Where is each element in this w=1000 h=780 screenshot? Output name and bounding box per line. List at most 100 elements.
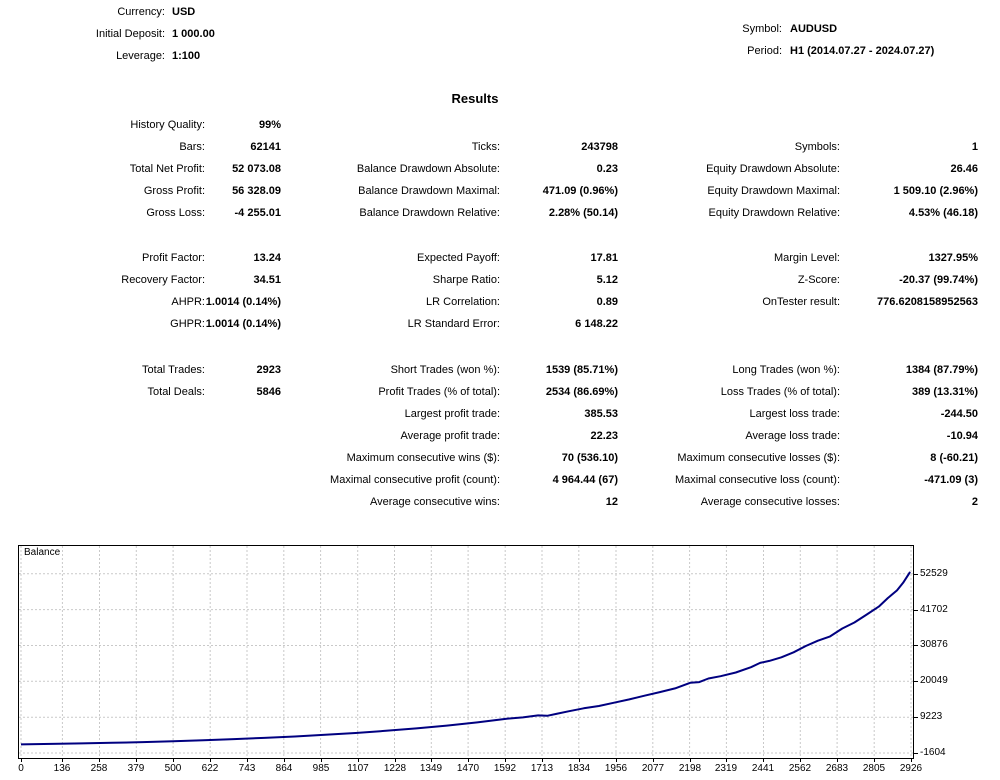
x-axis-label: 379 [127, 763, 145, 774]
stat-label: GHPR: [170, 318, 205, 330]
x-axis-label: 258 [90, 763, 108, 774]
stats-row: Average consecutive wins: 12 Average conse… [0, 491, 1000, 513]
x-axis-label: 136 [53, 763, 71, 774]
stats-row: Total Trades: 2923 Short Trades (won %): 15… [0, 359, 1000, 381]
x-tick [653, 759, 654, 762]
stat-value: 389 (13.31%) [911, 386, 978, 398]
stat-value: 0.89 [596, 296, 618, 308]
currency-label: Currency: [117, 6, 165, 18]
stats-row: Gross Profit: 56 328.09 Balance Drawdown M… [0, 180, 1000, 202]
x-tick [874, 759, 875, 762]
stat-label: Average loss trade: [745, 430, 840, 442]
x-axis-label: 1713 [530, 763, 554, 774]
stat-value: 4.53% (46.18) [908, 207, 978, 219]
stat-label: Maximal consecutive profit (count): [330, 474, 500, 486]
stats-row: Gross Loss: -4 255.01 Balance Drawdown Rel… [0, 202, 1000, 224]
x-tick [173, 759, 174, 762]
stat-value: 2534 (86.69%) [545, 386, 618, 398]
x-tick [210, 759, 211, 762]
stat-label: LR Correlation: [426, 296, 500, 308]
stats-row: AHPR: 1.0014 (0.14%) LR Correlation: 0.89 On… [0, 291, 1000, 313]
stat-value: 2.28% (50.14) [548, 207, 618, 219]
stat-label: Profit Factor: [142, 252, 205, 264]
stats-row: Bars: 62141 Ticks: 243798 Symbols: 1 [0, 136, 1000, 158]
x-tick [542, 759, 543, 762]
stat-value: 13.24 [253, 252, 281, 264]
stat-label: Gross Profit: [143, 185, 205, 197]
stat-value: 5.12 [596, 274, 618, 286]
stat-label: Margin Level: [773, 252, 840, 264]
leverage-label: Leverage: [116, 50, 165, 62]
stat-value: -10.94 [946, 430, 978, 442]
stat-value: 4 964.44 (67) [552, 474, 618, 486]
currency-row: Currency: USD [0, 5, 1000, 19]
stat-value: 1.0014 (0.14%) [205, 318, 281, 330]
x-axis-label: 2198 [678, 763, 702, 774]
stat-label: AHPR: [171, 296, 205, 308]
stats-row: Total Net Profit: 52 073.08 Balance Drawdo… [0, 158, 1000, 180]
stat-label: Total Trades: [142, 364, 205, 376]
stat-label: LR Standard Error: [407, 318, 500, 330]
stat-label: OnTester result: [762, 296, 840, 308]
initial-deposit-row: Initial Deposit: 1 000.00 [0, 27, 1000, 41]
chart-title: Balance [22, 547, 63, 558]
stat-label: Profit Trades (% of total): [378, 386, 500, 398]
initial-deposit-value: 1 000.00 [172, 28, 215, 40]
x-tick [99, 759, 100, 762]
stat-value: 471.09 (0.96%) [542, 185, 618, 197]
stat-label: Z-Score: [797, 274, 840, 286]
stat-label: Average consecutive wins: [369, 496, 500, 508]
x-tick [247, 759, 248, 762]
stat-value: 2923 [256, 364, 281, 376]
x-axis-label: 1107 [347, 763, 369, 774]
x-axis-label: 2562 [788, 763, 812, 774]
x-tick [431, 759, 432, 762]
stat-label: Largest profit trade: [404, 408, 500, 420]
stat-label: Expected Payoff: [417, 252, 500, 264]
stat-label: Equity Drawdown Maximal: [707, 185, 840, 197]
x-tick [468, 759, 469, 762]
x-tick [616, 759, 617, 762]
y-axis-label: 41702 [920, 604, 948, 615]
x-tick [726, 759, 727, 762]
stat-value: 1539 (85.71%) [545, 364, 618, 376]
balance-chart: Balance [18, 545, 914, 759]
stat-value: 385.53 [584, 408, 618, 420]
x-axis-label: 2683 [825, 763, 849, 774]
stat-label: Balance Drawdown Relative: [359, 207, 500, 219]
stat-label: Symbols: [794, 141, 840, 153]
stat-value: 62141 [250, 141, 281, 153]
stat-value: 5846 [256, 386, 281, 398]
x-axis-label: 2926 [899, 763, 923, 774]
stat-value: 26.46 [950, 163, 978, 175]
currency-value: USD [172, 6, 196, 18]
x-axis-label: 864 [275, 763, 293, 774]
stat-value: 17.81 [590, 252, 618, 264]
symbol-value: AUDUSD [790, 23, 838, 35]
stat-label: Maximum consecutive losses ($): [677, 452, 840, 464]
stat-value: 243798 [581, 141, 618, 153]
y-axis-label: 9223 [920, 711, 943, 722]
y-tick [914, 574, 918, 575]
y-axis-label: 20049 [920, 675, 948, 686]
x-axis-label: 2441 [751, 763, 775, 774]
stat-label: Balance Drawdown Absolute: [356, 163, 500, 175]
stat-label: Balance Drawdown Maximal: [358, 185, 500, 197]
stats-row: Largest profit trade: 385.53 Largest loss … [0, 403, 1000, 425]
stats-row: Recovery Factor: 34.51 Sharpe Ratio: 5.12 Z-… [0, 269, 1000, 291]
results-title: Results [451, 91, 499, 106]
y-axis-label: 30876 [920, 639, 948, 650]
stat-value: 6 148.22 [575, 318, 618, 330]
stat-value: -20.37 (99.74%) [899, 274, 978, 286]
x-axis-label: 2077 [641, 763, 665, 774]
stat-label: Equity Drawdown Absolute: [706, 163, 840, 175]
x-tick [284, 759, 285, 762]
x-axis-label: 985 [312, 763, 330, 774]
x-axis-label: 622 [201, 763, 219, 774]
stat-value: 1327.95% [928, 252, 978, 264]
stat-value: 1384 (87.79%) [905, 364, 978, 376]
x-tick [358, 759, 359, 762]
stats-row: History Quality: 99% [0, 114, 1000, 136]
symbol-label: Symbol: [742, 23, 782, 35]
stat-label: Total Net Profit: [129, 163, 205, 175]
